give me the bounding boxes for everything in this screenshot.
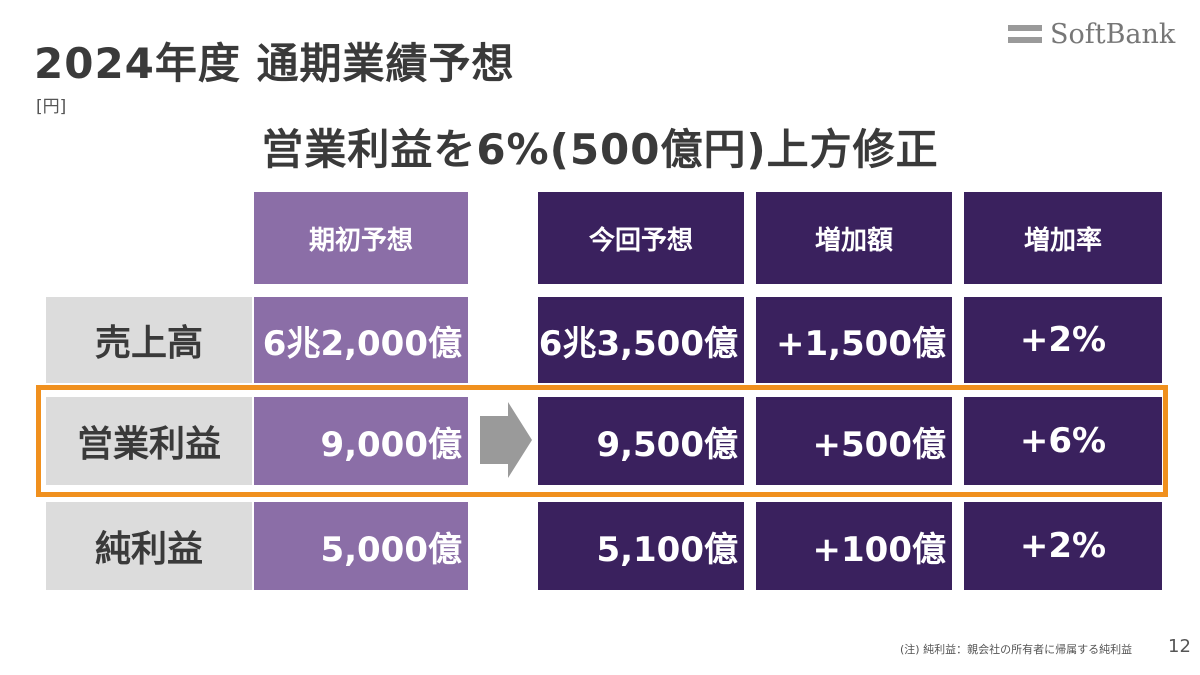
- footnote: (注) 純利益：親会社の所有者に帰属する純利益: [900, 643, 1133, 656]
- row-label-net-income: 純利益: [46, 502, 252, 590]
- net-income-increase: +100億: [756, 502, 952, 590]
- logo-text: SoftBank: [1050, 18, 1176, 50]
- net-income-rate: +2%: [964, 502, 1162, 590]
- page-title: 2024年度 通期業績予想: [34, 39, 515, 88]
- revenue-current: 6兆3,500億: [538, 297, 744, 383]
- page-number: 12: [1168, 636, 1191, 657]
- revenue-increase: +1,500億: [756, 297, 952, 383]
- headline: 営業利益を6%(500億円)上方修正: [261, 125, 939, 174]
- operating-income-current: 9,500億: [538, 397, 744, 485]
- revenue-rate: +2%: [964, 297, 1162, 383]
- logo-bars-icon: [1008, 25, 1042, 43]
- header-current-forecast: 今回予想: [538, 192, 744, 284]
- header-increase-amount: 増加額: [756, 192, 952, 284]
- unit-label: [円]: [36, 97, 67, 117]
- net-income-initial: 5,000億: [254, 502, 468, 590]
- header-increase-rate: 増加率: [964, 192, 1162, 284]
- operating-income-increase: +500億: [756, 397, 952, 485]
- header-initial-forecast: 期初予想: [254, 192, 468, 284]
- net-income-current: 5,100億: [538, 502, 744, 590]
- row-label-revenue: 売上高: [46, 297, 252, 383]
- highlight-operating-income-row: [36, 385, 1168, 497]
- revenue-initial: 6兆2,000億: [254, 297, 468, 383]
- right-arrow-icon: [480, 402, 532, 478]
- softbank-logo: SoftBank: [1008, 18, 1175, 50]
- row-label-operating-income: 営業利益: [46, 397, 252, 485]
- operating-income-initial: 9,000億: [254, 397, 468, 485]
- operating-income-rate: +6%: [964, 397, 1162, 485]
